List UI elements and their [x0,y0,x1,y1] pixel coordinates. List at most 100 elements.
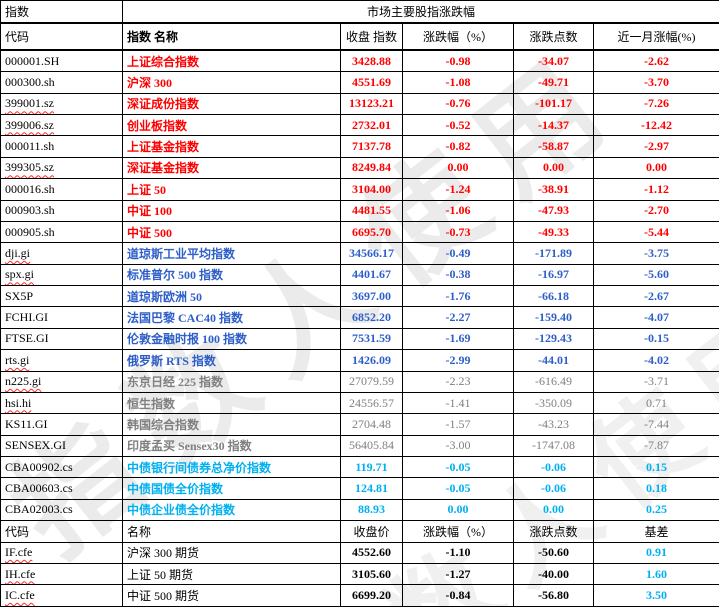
code-cell: CBA02003.cs [0,498,123,522]
code-cell: n225.gi [0,370,123,393]
band-left-label: 指数 [0,0,123,24]
month-change-cell: -5.60 [592,263,719,287]
index-row: 399006.sz 创业板指数 2732.01 -0.52 -14.37 -12.42 [0,114,719,137]
code-cell: rts.gi [0,349,123,372]
name-cell: 深证基金指数 [122,156,341,180]
pct-change-cell: -0.38 [402,263,514,287]
pct-change-cell: -0.84 [402,584,514,607]
code-cell: spx.gi [0,263,123,287]
month-change-cell: -12.42 [592,114,719,137]
index-row: 000903.sh 中证 100 4481.55 -1.06 -47.93 -2.70 [0,199,719,222]
pct-change-cell: -0.73 [402,220,514,244]
points-change-cell: -50.60 [513,541,594,564]
points-change-cell: 0.00 [513,156,594,180]
col2-header-basis: 基差 [592,520,719,543]
col2-header-pct: 涨跌幅（%） [402,520,514,543]
points-change-cell: -58.87 [513,135,594,158]
pct-change-cell: -2.23 [402,370,514,393]
name-cell: 标准普尔 500 指数 [122,263,341,287]
close-cell: 27079.59 [340,370,403,393]
futures-row: IC.cfe 中证 500 期货 6699.20 -0.84 -56.80 3.50 [0,584,719,607]
code-cell: 399006.sz [0,114,123,137]
month-change-cell: 0.18 [592,477,719,500]
code-cell: FCHI.GI [0,306,123,329]
name-cell: 沪深 300 [122,71,341,94]
close-cell: 4551.69 [340,71,403,94]
pct-change-cell: -1.69 [402,327,514,351]
month-change-cell: -2.67 [592,285,719,308]
close-cell: 3428.88 [340,49,403,73]
pct-change-cell: 0.00 [402,498,514,522]
month-change-cell: 0.71 [592,391,719,415]
code-cell: 000905.sh [0,220,123,244]
pct-change-cell: -1.76 [402,285,514,308]
code-cell: 000001.SH [0,49,123,73]
code-cell: CBA00603.cs [0,477,123,500]
month-change-cell: -3.75 [592,242,719,265]
col2-header-code: 代码 [0,520,123,543]
month-change-cell: 0.15 [592,456,719,479]
points-change-cell: -129.43 [513,327,594,351]
code-cell: 000016.sh [0,178,123,201]
col-header-pct: 涨跌幅（%） [402,22,514,52]
points-change-cell: -0.06 [513,456,594,479]
col-header-code: 代码 [0,22,123,52]
col-header-points: 涨跌点数 [513,22,594,52]
pct-change-cell: -1.24 [402,178,514,201]
col-header-close: 收盘 指数 [340,22,403,52]
index-row: SX5P 道琼斯欧洲 50 3697.00 -1.76 -66.18 -2.67 [0,285,719,308]
points-change-cell: -0.06 [513,477,594,500]
month-change-cell: -4.02 [592,349,719,372]
close-cell: 4552.60 [340,541,403,564]
close-cell: 8249.84 [340,156,403,180]
code-cell: 399001.sz [0,92,123,116]
close-cell: 6852.20 [340,306,403,329]
points-change-cell: -38.91 [513,178,594,201]
index-row: FTSE.GI 伦敦金融时报 100 指数 7531.59 -1.69 -129.43-… [0,327,719,351]
code-cell: CBA00902.cs [0,456,123,479]
index-row: rts.gi 俄罗斯 RTS 指数 1426.09 -2.99 -44.01 -4.02 [0,349,719,372]
pct-change-cell: -2.99 [402,349,514,372]
close-cell: 34566.17 [340,242,403,265]
index-row: CBA00902.cs 中债银行间债券总净价指数 119.71 -0.05 -0.06 0… [0,456,719,479]
points-change-cell: -350.09 [513,391,594,415]
month-change-cell: -3.70 [592,71,719,94]
code-cell: IC.cfe [0,584,123,607]
month-change-cell: -2.62 [592,49,719,73]
code-cell: SX5P [0,285,123,308]
column-header-row: 代码 指数 名称 收盘 指数 涨跌幅（%） 涨跌点数 近一月涨幅(%) [0,22,719,52]
name-cell: 上证基金指数 [122,135,341,158]
pct-change-cell: -2.27 [402,306,514,329]
index-row: 000001.SH 上证综合指数 3428.88 -0.98 -34.07 -2.62 [0,49,719,73]
table-title: 市场主要股指涨跌幅 [121,0,719,24]
code-cell: 000011.sh [0,135,123,158]
close-cell: 7531.59 [340,327,403,351]
close-cell: 1426.09 [340,349,403,372]
name-cell: 道琼斯工业平均指数 [122,242,341,265]
month-change-cell: -3.71 [592,370,719,393]
month-change-cell: -7.44 [592,413,719,436]
code-cell: IF.cfe [0,541,123,564]
col-header-month: 近一月涨幅(%) [592,22,719,52]
col2-header-name: 名称 [122,520,341,543]
code-cell: FTSE.GI [0,327,123,351]
close-cell: 6699.20 [340,584,403,607]
basis-cell: 0.91 [592,541,719,564]
name-cell: 中证 100 [122,199,341,222]
title-band-row: 指数 市场主要股指涨跌幅 [0,0,719,24]
pct-change-cell: -0.05 [402,456,514,479]
points-change-cell: -16.97 [513,263,594,287]
month-change-cell: -2.70 [592,199,719,222]
pct-change-cell: -0.82 [402,135,514,158]
name-cell: 中债企业债全价指数 [122,498,341,522]
pct-change-cell: -1.08 [402,71,514,94]
basis-cell: 3.50 [592,584,719,607]
month-change-cell: 0.25 [592,498,719,522]
points-change-cell: -171.89 [513,242,594,265]
points-change-cell: -159.40 [513,306,594,329]
name-cell: 中债银行间债券总净价指数 [122,456,341,479]
points-change-cell: -14.37 [513,114,594,137]
points-change-cell: -47.93 [513,199,594,222]
close-cell: 6695.70 [340,220,403,244]
